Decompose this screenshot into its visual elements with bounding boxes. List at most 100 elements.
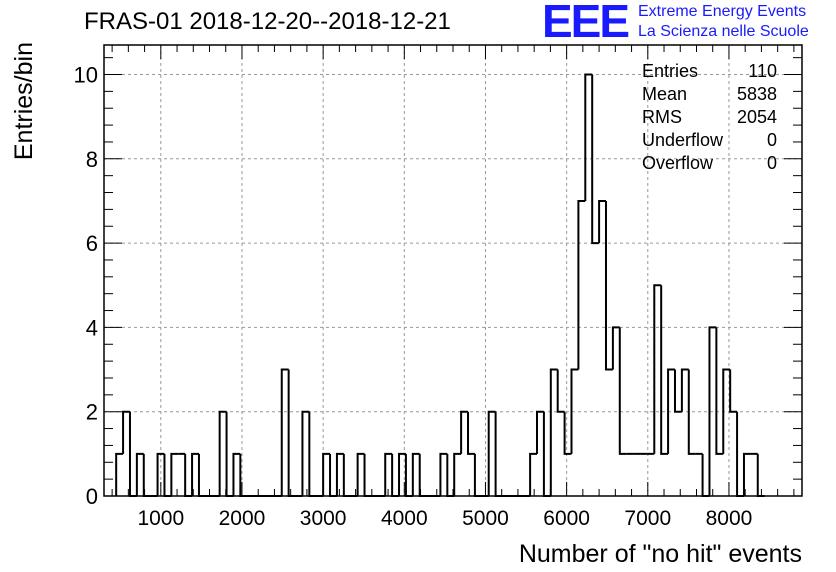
x-tick-label: 4000 <box>381 507 428 530</box>
histogram-bin <box>335 452 344 496</box>
histogram-bin <box>191 452 199 496</box>
stats-box: Entries 110 Mean 5838 RMS 2054 Underflow 0 Overf… <box>642 61 777 173</box>
frame-layer <box>103 44 803 497</box>
histogram-bin <box>549 368 558 496</box>
histogram-bin <box>404 453 413 497</box>
histogram-bin <box>170 452 179 496</box>
stats-label: Overflow <box>642 153 714 173</box>
logo-mark: EEE <box>542 0 630 47</box>
histogram-bin <box>715 327 724 455</box>
y-tick-label: 2 <box>86 400 98 425</box>
histogram-bin <box>122 410 130 454</box>
histogram-bin <box>570 368 579 454</box>
histogram-bin <box>591 74 600 245</box>
histogram-bin <box>218 410 227 496</box>
x-tick-label: 1000 <box>137 507 184 530</box>
histogram-bin <box>473 453 482 497</box>
histogram-bin <box>439 452 448 496</box>
histogram-bin <box>598 199 606 244</box>
stats-label: RMS <box>642 107 682 127</box>
histogram-bin <box>342 453 351 497</box>
histogram-bin <box>156 452 165 496</box>
stats-label: Mean <box>642 84 687 104</box>
stats-value: 0 <box>767 130 777 150</box>
histogram-bin <box>604 200 613 371</box>
histogram-bin <box>687 369 696 455</box>
logo-line-1: Extreme Energy Events <box>638 3 807 20</box>
y-tick-label: 4 <box>86 315 98 340</box>
histogram-bin <box>453 452 462 496</box>
histogram-bin <box>322 452 331 496</box>
histogram-bin <box>673 369 682 413</box>
histogram-bin <box>667 368 675 454</box>
y-tick-label: 8 <box>86 147 98 172</box>
histogram-bin <box>611 326 620 370</box>
histogram-bin <box>128 411 137 497</box>
histogram-bin <box>135 452 144 496</box>
x-tick-label: 3000 <box>300 507 347 530</box>
histogram-bin <box>577 199 586 370</box>
logo-line-2: La Scienza nelle Scuole <box>638 23 809 40</box>
y-tick-label: 0 <box>86 484 98 509</box>
histogram-bin <box>391 453 400 497</box>
histogram-bin <box>529 452 538 496</box>
y-tick-label: 10 <box>74 63 98 88</box>
histogram-bin <box>660 285 669 455</box>
histogram-bin <box>542 411 551 497</box>
y-axis-title: Entries/bin <box>10 42 38 160</box>
histogram-bin <box>239 453 248 497</box>
histogram-bin <box>701 453 710 497</box>
histogram-bin <box>115 452 124 496</box>
histogram-bin <box>618 327 627 455</box>
chart-title: FRAS-01 2018-12-20--2018-12-21 <box>84 8 451 35</box>
x-tick-label: 6000 <box>543 507 590 530</box>
histogram-bin <box>584 73 593 201</box>
stats-value: 2054 <box>737 107 777 127</box>
stats-label: Entries <box>642 61 698 81</box>
x-tick-label: 2000 <box>219 507 266 530</box>
histogram-bin <box>536 410 544 454</box>
x-tick-label: 5000 <box>462 507 509 530</box>
x-tick-label: 7000 <box>624 507 671 530</box>
stats-value: 110 <box>748 61 777 81</box>
histogram-bin <box>729 369 738 413</box>
histogram-bin <box>722 368 731 454</box>
histogram-bin <box>363 453 372 497</box>
histogram-bin <box>680 368 689 412</box>
grid-layer <box>104 45 802 496</box>
histogram-bin <box>197 453 206 497</box>
histogram-bin <box>184 453 193 497</box>
histogram-bin <box>329 453 337 497</box>
histogram-bin <box>460 410 469 454</box>
histogram-bin <box>742 452 751 496</box>
eee-logo: EEE Extreme Energy Events La Scienza nel… <box>542 0 832 46</box>
histogram-bin <box>225 411 234 497</box>
histogram-bin <box>494 411 503 497</box>
histogram-bin <box>556 369 565 413</box>
histogram-bin <box>356 452 365 496</box>
histogram-bin <box>301 410 310 496</box>
stats-value: 5838 <box>737 84 777 104</box>
ticks-layer <box>104 45 802 497</box>
histogram-bin <box>487 410 496 496</box>
labels-layer: 1000 2000 3000 4000 5000 6000 7000 8000 0 2 4 6 8 10 N… <box>10 42 802 568</box>
histogram-bin <box>708 326 717 496</box>
histogram-bin <box>232 452 241 496</box>
stats-label: Underflow <box>642 130 724 150</box>
histogram-bin <box>384 452 393 496</box>
histogram-bin <box>280 368 289 496</box>
histogram-bin <box>736 411 744 497</box>
histogram-bin <box>653 284 662 454</box>
stats-value: 0 <box>767 153 777 173</box>
histogram-bin <box>308 411 317 497</box>
y-tick-label: 6 <box>86 231 98 256</box>
histogram-bin <box>398 452 406 496</box>
histogram-bin <box>287 369 296 497</box>
histogram-bin <box>563 411 572 455</box>
plot-frame <box>103 44 803 497</box>
histogram-bin <box>411 452 420 496</box>
x-axis-title: Number of "no hit" events <box>519 540 802 568</box>
histogram-bin <box>163 453 172 497</box>
